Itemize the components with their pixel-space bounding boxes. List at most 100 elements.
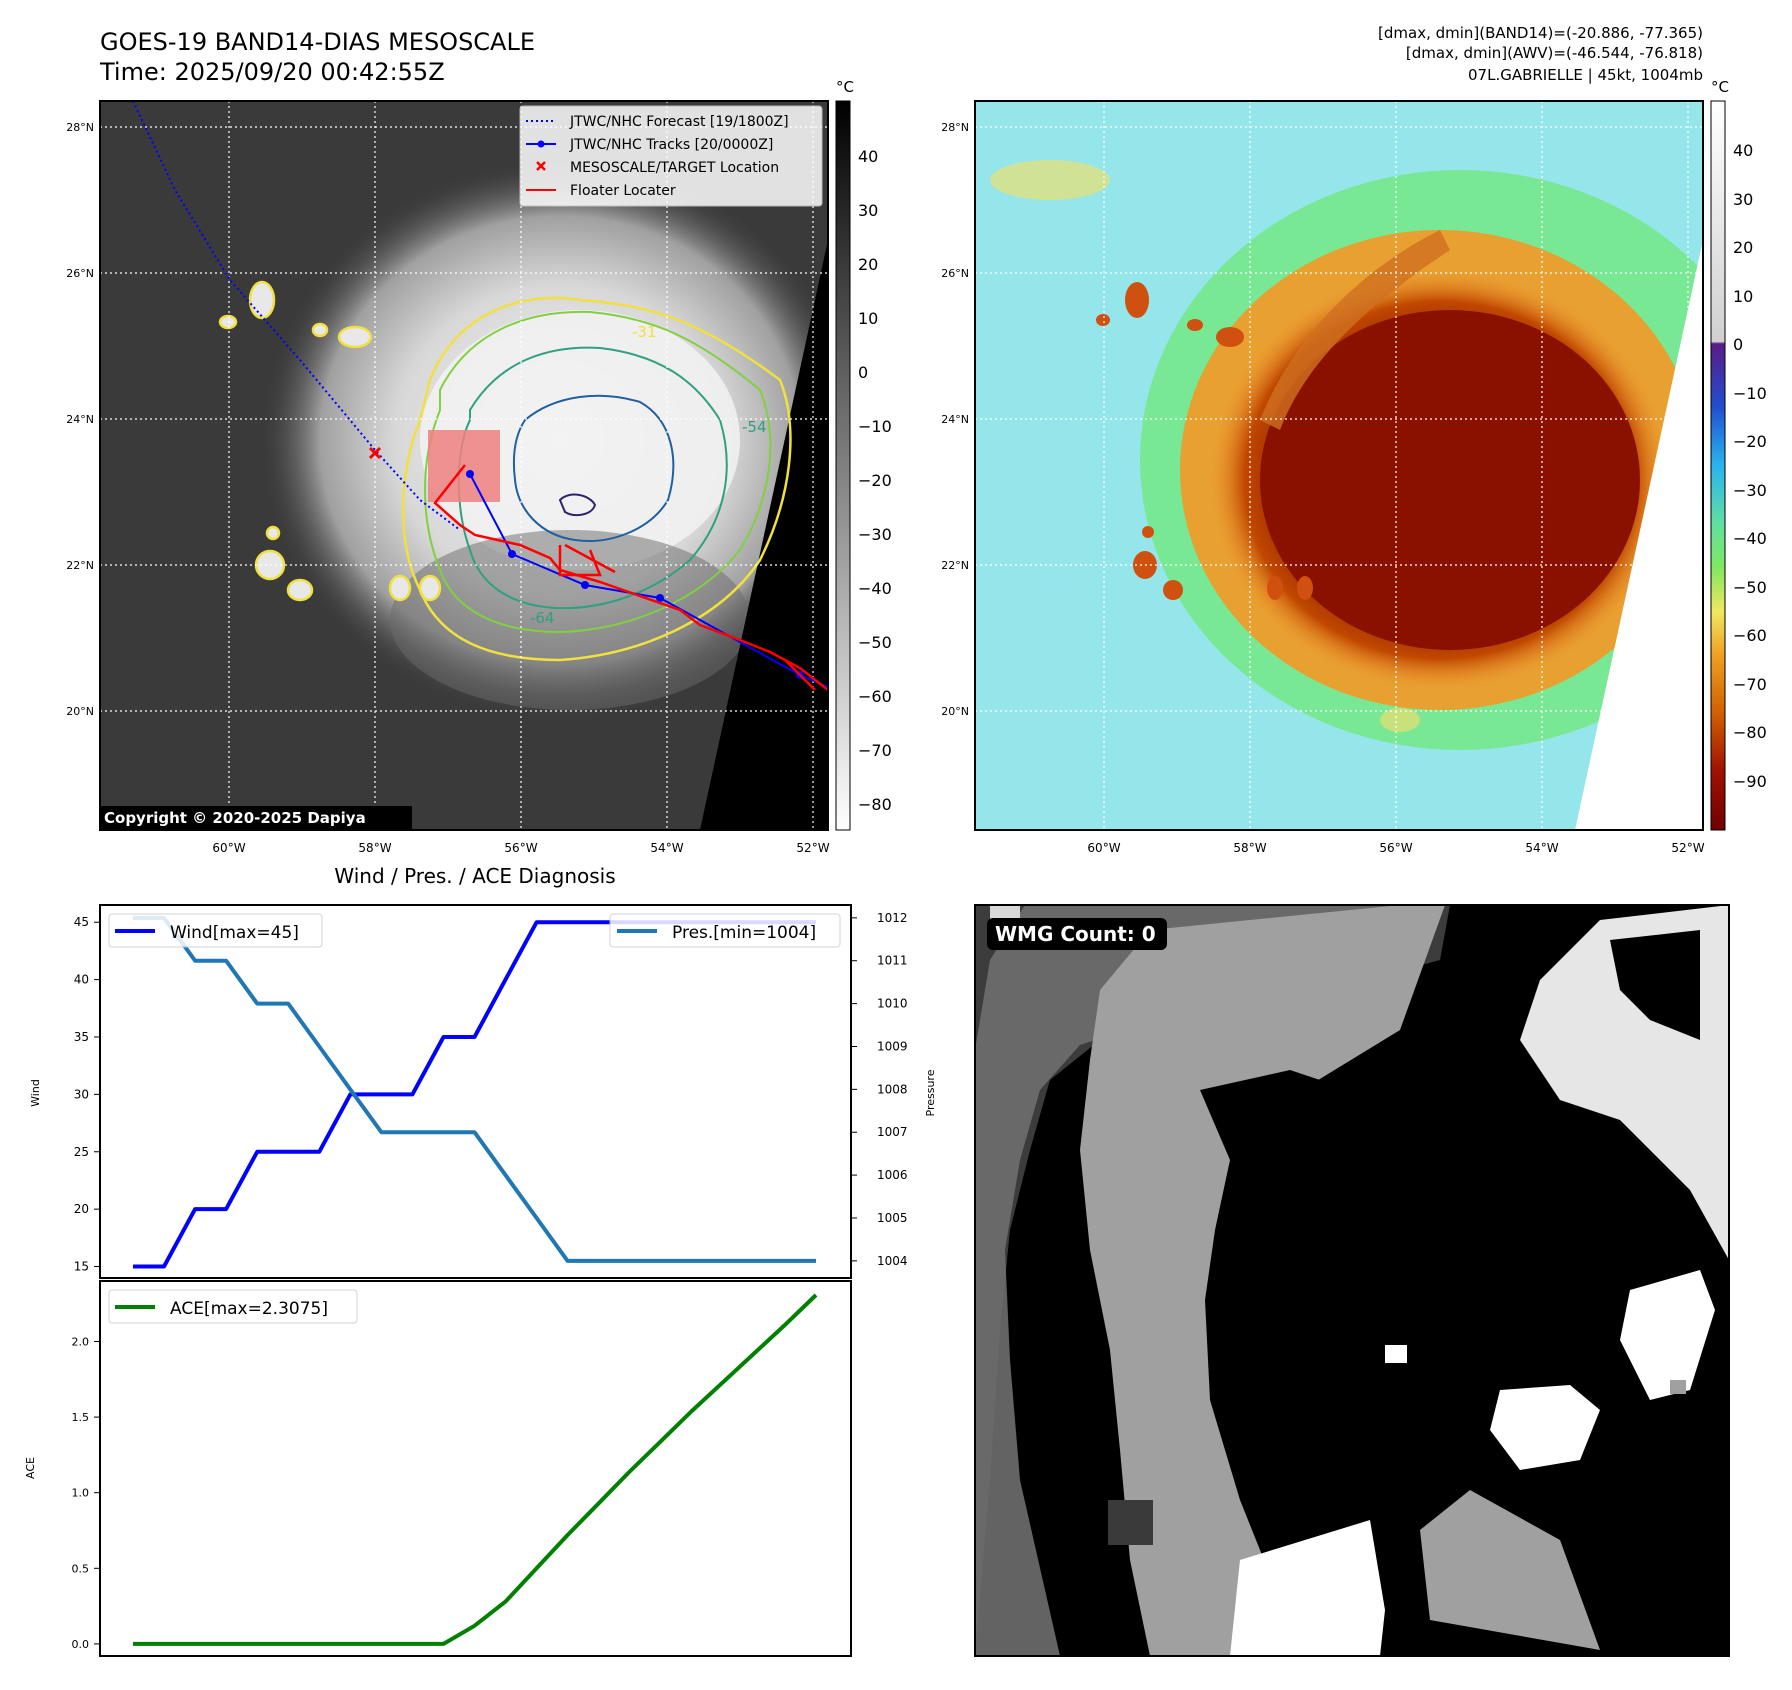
svg-text:JTWC/NHC Forecast [19/1800Z]: JTWC/NHC Forecast [19/1800Z] <box>569 114 789 130</box>
svg-text:58°W: 58°W <box>1233 841 1266 855</box>
svg-text:10: 10 <box>1733 287 1753 306</box>
pressure-y-tick-label: 1012 <box>877 911 908 925</box>
color-map-lon-labels: 60°W 58°W 56°W 54°W 52°W <box>1087 841 1704 855</box>
figure-time: Time: 2025/09/20 00:42:55Z <box>99 58 445 86</box>
gray-colorbar-unit: °C <box>836 78 854 96</box>
wind-y-tick-label: 45 <box>74 915 89 929</box>
wind-y-tick-label: 15 <box>74 1260 89 1274</box>
scattered-convection <box>218 280 442 602</box>
contour-label-1: -31 <box>632 323 657 341</box>
svg-text:−10: −10 <box>858 417 892 436</box>
wind-y-ticks: 15 20 25 30 35 40 45 <box>74 915 100 1274</box>
svg-text:0: 0 <box>1733 335 1743 354</box>
wmg-mask-regions <box>975 905 1729 1656</box>
figure-title: GOES-19 BAND14-DIAS MESOSCALE <box>100 28 535 56</box>
pressure-legend: Pres.[min=1004] <box>609 913 841 948</box>
svg-text:22°N: 22°N <box>66 559 94 572</box>
svg-text:28°N: 28°N <box>941 121 969 134</box>
svg-text:−20: −20 <box>1733 432 1767 451</box>
contour-label-3: -64 <box>530 609 555 627</box>
no-data-region-2 <box>1575 101 1703 830</box>
ir-map-gridlines <box>100 101 828 830</box>
svg-text:54°W: 54°W <box>1525 841 1558 855</box>
wmg-count-label: WMG Count: 0 <box>995 922 1156 946</box>
ir-map-lat-labels: 28°N 26°N 24°N 22°N 20°N <box>66 121 94 718</box>
svg-text:56°W: 56°W <box>1379 841 1412 855</box>
svg-text:58°W: 58°W <box>358 841 391 855</box>
svg-text:20°N: 20°N <box>941 705 969 718</box>
svg-text:24°N: 24°N <box>941 413 969 426</box>
wind-axis-label: Wind <box>29 1079 42 1107</box>
svg-text:−90: −90 <box>1733 772 1767 791</box>
color-map-panel: 28°N 26°N 24°N 22°N 20°N 60°W 58°W 56°W … <box>941 78 1767 855</box>
color-map-gridlines <box>975 101 1703 830</box>
ir-map-lon-labels: 60°W 58°W 56°W 54°W 52°W <box>212 841 829 855</box>
svg-text:30: 30 <box>1733 190 1753 209</box>
color-map-lat-labels: 28°N 26°N 24°N 22°N 20°N <box>941 121 969 718</box>
svg-text:−80: −80 <box>858 795 892 814</box>
wind-legend: Wind[max=45] <box>108 913 323 948</box>
forecast-track <box>132 101 461 531</box>
ace-y-tick-label: 0.5 <box>72 1562 90 1575</box>
svg-text:60°W: 60°W <box>212 841 245 855</box>
svg-text:20: 20 <box>1733 238 1753 257</box>
pressure-axis-label: Pressure <box>924 1069 937 1116</box>
ace-legend: ACE[max=2.3075] <box>108 1289 358 1324</box>
svg-text:10: 10 <box>858 309 878 328</box>
pressure-y-tick-label: 1006 <box>877 1168 908 1182</box>
svg-text:Floater Locater: Floater Locater <box>570 183 676 199</box>
wind-y-tick-label: 40 <box>74 973 89 987</box>
wind-y-tick-label: 30 <box>74 1087 89 1101</box>
svg-text:−50: −50 <box>858 633 892 652</box>
color-convection-cells <box>1096 282 1313 600</box>
svg-text:40: 40 <box>858 147 878 166</box>
svg-text:30: 30 <box>858 201 878 220</box>
svg-text:−30: −30 <box>1733 481 1767 500</box>
pressure-y-tick-label: 1011 <box>877 954 908 968</box>
svg-text:26°N: 26°N <box>941 267 969 280</box>
contour-label-2: -54 <box>742 418 767 436</box>
svg-text:26°N: 26°N <box>66 267 94 280</box>
contour-outer <box>401 296 792 662</box>
copyright: Copyright © 2020-2025 Dapiya <box>104 809 366 827</box>
ace-chart: ACE 0.0 0.5 1.0 1.5 2.0 ACE[max=2.3075] <box>24 1280 852 1657</box>
pressure-y-tick-label: 1010 <box>877 997 908 1011</box>
ir-map-panel: -31 -54 -64 Copyright © 2020-2025 D <box>66 78 892 855</box>
svg-text:−70: −70 <box>858 741 892 760</box>
legend-item-forecast: JTWC/NHC Forecast [19/1800Z] <box>526 114 789 130</box>
gray-colorbar-ticks: 40 30 20 10 0 −10 −20 −30 −40 −50 −60 −7… <box>858 147 892 814</box>
legend-item-target: MESOSCALE/TARGET Location <box>536 160 779 176</box>
svg-text:52°W: 52°W <box>796 841 829 855</box>
svg-text:MESOSCALE/TARGET Location: MESOSCALE/TARGET Location <box>570 160 779 176</box>
svg-text:24°N: 24°N <box>66 413 94 426</box>
svg-text:52°W: 52°W <box>1671 841 1704 855</box>
pressure-y-tick-label: 1007 <box>877 1125 908 1139</box>
pressure-y-ticks: 1004 1005 1006 1007 1008 1009 1010 1011 1012 <box>851 911 908 1268</box>
ace-y-ticks: 0.0 0.5 1.0 1.5 2.0 <box>72 1335 100 1651</box>
wind-legend-label: Wind[max=45] <box>170 923 299 943</box>
svg-text:22°N: 22°N <box>941 559 969 572</box>
svg-text:40: 40 <box>1733 141 1753 160</box>
color-colorbar-ticks: 40 30 20 10 0 −10 −20 −30 −40 −50 −60 −7… <box>1733 141 1767 791</box>
wind-y-tick-label: 20 <box>74 1202 89 1216</box>
ace-y-tick-label: 2.0 <box>72 1335 90 1348</box>
legend-item-floater: Floater Locater <box>526 183 676 199</box>
map-legend: JTWC/NHC Forecast [19/1800Z] JTWC/NHC Tr… <box>519 105 823 207</box>
svg-text:−40: −40 <box>858 579 892 598</box>
ace-y-tick-label: 1.0 <box>72 1487 90 1500</box>
svg-text:−30: −30 <box>858 525 892 544</box>
color-map-frame <box>974 100 1704 831</box>
legend-item-tracks: JTWC/NHC Tracks [20/0000Z] <box>526 137 773 153</box>
svg-text:20: 20 <box>858 255 878 274</box>
ace-axis-label: ACE <box>24 1457 37 1479</box>
wind-pressure-frame <box>99 904 852 1279</box>
pressure-y-tick-label: 1008 <box>877 1082 908 1096</box>
contour-54 <box>457 346 728 610</box>
wind-y-tick-label: 35 <box>74 1030 89 1044</box>
contour-64 <box>512 394 675 542</box>
svg-text:−40: −40 <box>1733 529 1767 548</box>
svg-text:56°W: 56°W <box>504 841 537 855</box>
svg-text:−50: −50 <box>1733 578 1767 597</box>
pressure-y-tick-label: 1004 <box>877 1254 908 1268</box>
